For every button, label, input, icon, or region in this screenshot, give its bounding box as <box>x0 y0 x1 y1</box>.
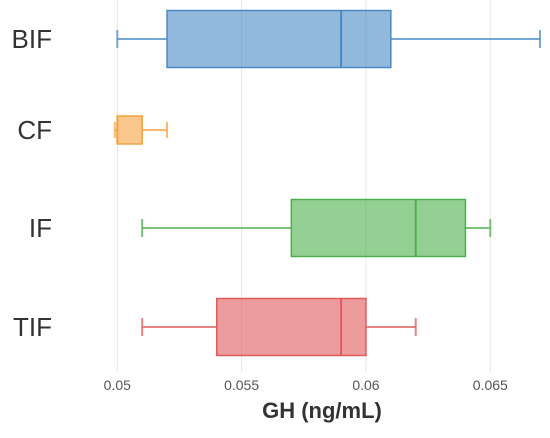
x-tick-labels: 0.05 0.055 0.06 0.065 <box>104 377 508 393</box>
box-layer <box>113 9 542 357</box>
iqr-box-if <box>290 198 467 258</box>
box-tif <box>141 297 417 357</box>
iqr-box-bif <box>166 9 392 69</box>
category-label-tif: TIF <box>13 312 52 342</box>
category-labels: BIF CF IF TIF <box>12 24 52 342</box>
category-label-if: IF <box>29 213 52 243</box>
x-tick-label-3: 0.065 <box>473 377 508 393</box>
box-if <box>141 198 492 258</box>
x-tick-label-1: 0.055 <box>224 377 259 393</box>
category-label-cf: CF <box>17 115 52 145</box>
iqr-box-cf <box>116 115 143 145</box>
x-tick-label-2: 0.06 <box>352 377 379 393</box>
box-cf <box>113 115 169 145</box>
iqr-box-tif <box>216 297 367 357</box>
x-axis-title: GH (ng/mL) <box>262 398 382 423</box>
x-tick-label-0: 0.05 <box>104 377 131 393</box>
category-label-bif: BIF <box>12 24 52 54</box>
box-bif <box>116 9 542 69</box>
